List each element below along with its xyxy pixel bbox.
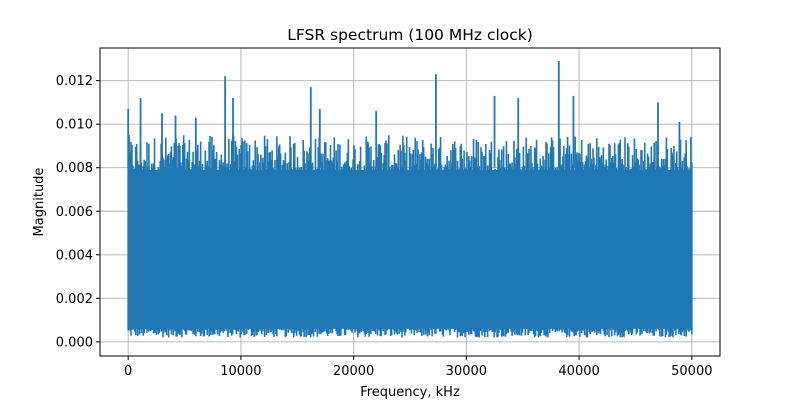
- series: [127, 61, 693, 338]
- series-core: [128, 169, 692, 329]
- x-tick-label: 10000: [220, 364, 261, 379]
- y-tick-label: 0.010: [56, 118, 93, 133]
- x-axis: 0 10000 20000 30000 40000 50000: [124, 356, 712, 379]
- y-axis: 0.000 0.002 0.004 0.006 0.008 0.010 0.012: [56, 74, 100, 350]
- x-tick-label: 40000: [558, 364, 599, 379]
- x-tick-label: 0: [124, 364, 132, 379]
- y-tick-label: 0.006: [56, 205, 93, 220]
- plot-area-frame: [99, 47, 721, 357]
- x-tick-label: 50000: [671, 364, 712, 379]
- x-axis-label: Frequency, kHz: [360, 385, 460, 400]
- series-layer: [127, 61, 693, 338]
- y-tick-label: 0.012: [56, 74, 93, 89]
- chart-title: LFSR spectrum (100 MHz clock): [287, 26, 533, 44]
- y-tick-label: 0.002: [56, 292, 93, 307]
- y-tick-label: 0.008: [56, 161, 93, 176]
- y-tick-label: 0.000: [56, 335, 93, 350]
- x-tick-label: 30000: [446, 364, 487, 379]
- y-tick-label: 0.004: [56, 248, 93, 263]
- x-tick-label: 20000: [333, 364, 374, 379]
- y-axis-label: Magnitude: [32, 168, 47, 237]
